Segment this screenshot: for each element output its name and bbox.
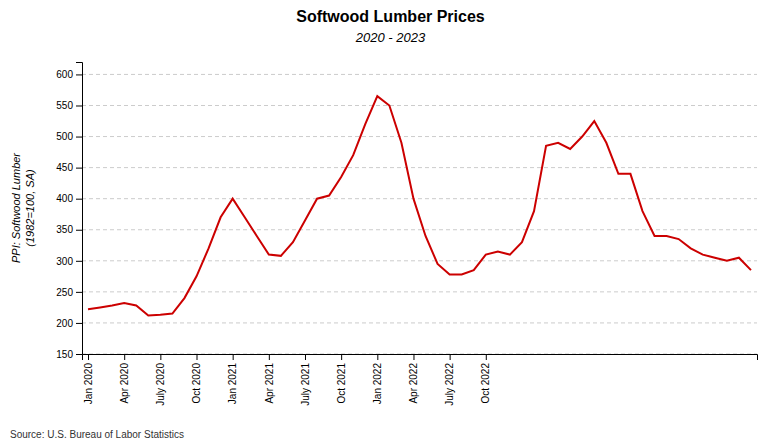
y-tick-mark (76, 199, 82, 200)
x-tick-mark (305, 354, 306, 360)
y-tick-label: 500 (56, 131, 73, 142)
grid-line (82, 260, 757, 261)
y-tick-label: 300 (56, 256, 73, 267)
grid-line (82, 229, 757, 230)
grid-line (82, 136, 757, 137)
y-tick-mark (76, 230, 82, 231)
x-tick-label: Jan 2020 (83, 363, 94, 405)
y-tick-label: 200 (56, 318, 73, 329)
marks (88, 96, 751, 315)
x-tick-mark (124, 354, 125, 360)
title: Softwood Lumber Prices (296, 8, 485, 25)
y-tick: 500 (56, 131, 82, 142)
y-axis-label: (1982=100, SA) (24, 169, 36, 247)
x-tick-label: Jan 2021 (227, 363, 238, 405)
y-tick: 200 (56, 318, 82, 329)
y-tick-mark (76, 74, 82, 75)
x-tick-label: Apr 2021 (264, 363, 275, 404)
x-tick-mark (269, 354, 270, 360)
x-tick: July 2020 (155, 354, 166, 406)
y-tick-label: 600 (56, 69, 73, 80)
y-tick-label: 400 (56, 193, 73, 204)
y-tick-label: 250 (56, 287, 73, 298)
x-tick-mark (486, 354, 487, 360)
x-tick-label: Oct 2022 (480, 363, 491, 404)
x-tick-mark (450, 354, 451, 360)
x-tick-mark (413, 354, 414, 360)
y-tick: 550 (56, 100, 82, 111)
grid-line (82, 74, 757, 75)
subtitle: 2020 - 2023 (355, 30, 426, 45)
y-tick: 300 (56, 256, 82, 267)
x-tick-label: Oct 2021 (336, 363, 347, 404)
x-tick-label: Jan 2022 (372, 363, 383, 405)
y-tick-mark (76, 323, 82, 324)
y-tick: 400 (56, 193, 82, 204)
x-tick: July 2021 (300, 354, 311, 406)
x-tick: Jan 2022 (372, 354, 383, 404)
x-tick: Jan 2020 (83, 354, 94, 404)
y-tick: 350 (56, 224, 82, 235)
y-tick-mark (76, 137, 82, 138)
x-tick: Apr 2022 (408, 354, 419, 404)
source: Source: U.S. Bureau of Labor Statistics (10, 429, 184, 440)
x-tick-mark (88, 354, 89, 360)
y-tick: 600 (56, 69, 82, 80)
x-tick-mark (233, 354, 234, 360)
x-tick-mark (377, 354, 378, 360)
chart-svg: Softwood Lumber Prices 2020 - 2023 150 200 2… (0, 0, 781, 446)
x-tick-mark (160, 354, 161, 360)
x-tick: Jan 2021 (227, 354, 238, 404)
y-tick-mark (76, 292, 82, 293)
x-tick-label: Apr 2022 (408, 363, 419, 404)
y-tick-label: 550 (56, 100, 73, 111)
x-tick: Apr 2021 (264, 354, 275, 404)
x-tick-label: July 2022 (444, 363, 455, 406)
y-tick: 250 (56, 287, 82, 298)
y-tick-mark (76, 354, 82, 355)
grid-line (82, 291, 757, 292)
y-tick-mark (76, 261, 82, 262)
y-axis-line (76, 63, 83, 355)
grid-line (82, 198, 757, 199)
x-tick: Oct 2022 (480, 354, 491, 404)
x-tick-mark (197, 354, 198, 360)
x-tick-mark (341, 354, 342, 360)
x-tick: Apr 2020 (119, 354, 130, 404)
grid-line (82, 105, 757, 106)
y-tick: 450 (56, 162, 82, 173)
x-tick-label: July 2020 (155, 363, 166, 406)
y-tick-label: 150 (56, 349, 73, 360)
x-tick-label: Oct 2020 (191, 363, 202, 404)
x-axis: Jan 2020 Apr 2020 July 2020 Oct 2020 Jan 202… (83, 354, 758, 406)
y-tick: 150 (56, 349, 82, 360)
x-tick-label: Apr 2020 (119, 363, 130, 404)
x-tick: July 2022 (444, 354, 455, 406)
y-tick-label: 350 (56, 224, 73, 235)
grid (82, 74, 757, 354)
y-tick-mark (76, 168, 82, 169)
y-axis-label: PPI: Softwood Lumber (10, 152, 22, 263)
plot-area: 150 200 250 300 350 400 450 500 550 600 Jan 2020 Ap… (10, 63, 758, 406)
x-tick: Oct 2021 (336, 354, 347, 404)
y-axis: 150 200 250 300 350 400 450 500 550 600 (56, 63, 82, 360)
x-tick: Oct 2020 (191, 354, 202, 404)
grid-line (82, 322, 757, 323)
x-tick-label: July 2021 (300, 363, 311, 406)
y-tick-label: 450 (56, 162, 73, 173)
grid-line (82, 167, 757, 168)
y-tick-mark (76, 105, 82, 106)
data-line (88, 96, 751, 315)
x-axis-line (83, 355, 758, 361)
